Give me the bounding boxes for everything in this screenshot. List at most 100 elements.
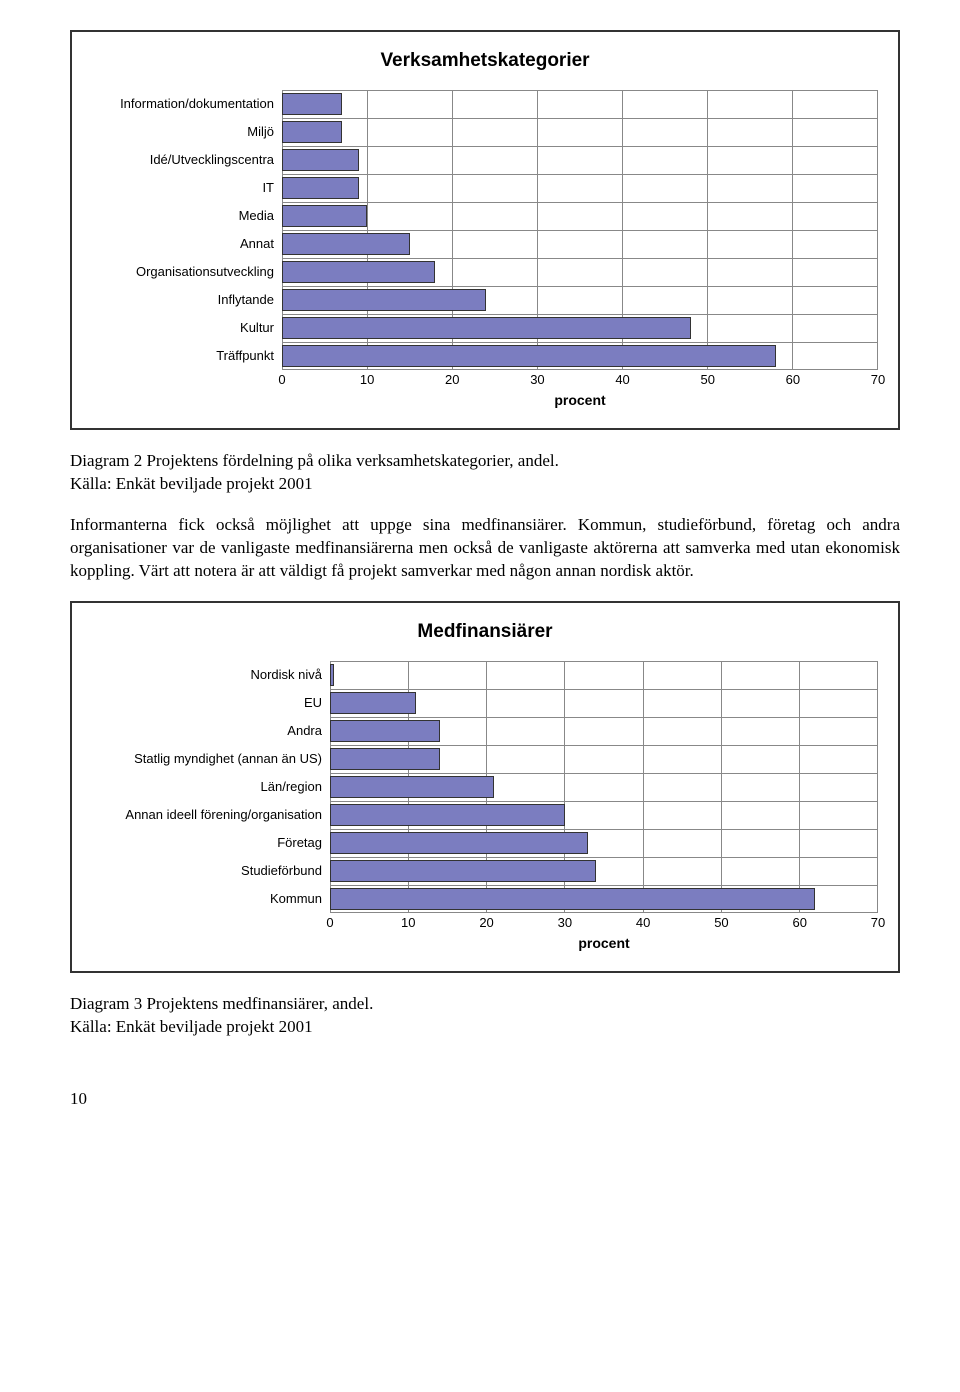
chart1-bar — [282, 261, 435, 283]
chart1-plot: Information/dokumentationMiljöIdé/Utveck… — [92, 90, 878, 408]
chart1-bar — [282, 289, 486, 311]
chart2-row: EU — [92, 689, 878, 717]
chart1-bar — [282, 121, 342, 143]
chart1-xtick: 0 — [278, 372, 285, 387]
chart2-bar-track — [330, 829, 878, 857]
chart1-xaxis: 010203040506070 — [92, 370, 878, 388]
chart2-row: Nordisk nivå — [92, 661, 878, 689]
chart2-bar — [330, 720, 440, 742]
chart1-row: Annat — [92, 230, 878, 258]
chart2-xtick: 70 — [871, 915, 885, 930]
chart1-bar — [282, 177, 359, 199]
chart1-bar — [282, 317, 691, 339]
chart2-category-label: Företag — [92, 829, 330, 857]
chart1-row: IT — [92, 174, 878, 202]
chart2-xtick: 0 — [326, 915, 333, 930]
chart2-xtick: 30 — [558, 915, 572, 930]
chart1-xtick: 10 — [360, 372, 374, 387]
chart1-bar-track — [282, 286, 878, 314]
chart2-bar-track — [330, 857, 878, 885]
caption1-line1: Diagram 2 Projektens fördelning på olika… — [70, 451, 559, 470]
chart1-bar-track — [282, 230, 878, 258]
chart2-category-label: Kommun — [92, 885, 330, 913]
chart1-bar-track — [282, 146, 878, 174]
chart1-row: Träffpunkt — [92, 342, 878, 370]
chart-medfinansiarer: Medfinansiärer Nordisk nivåEUAndraStatli… — [70, 601, 900, 973]
caption1-line2: Källa: Enkät beviljade projekt 2001 — [70, 474, 313, 493]
chart2-bar — [330, 860, 596, 882]
chart1-category-label: Kultur — [92, 314, 282, 342]
chart2-bar-track — [330, 885, 878, 913]
body-paragraph: Informanterna fick också möjlighet att u… — [70, 514, 900, 583]
chart2-row: Studieförbund — [92, 857, 878, 885]
chart1-category-label: Inflytande — [92, 286, 282, 314]
chart1-category-label: IT — [92, 174, 282, 202]
chart1-row: Kultur — [92, 314, 878, 342]
page-number: 10 — [70, 1089, 900, 1109]
chart2-category-label: Nordisk nivå — [92, 661, 330, 689]
chart2-category-label: Annan ideell förening/organisation — [92, 801, 330, 829]
chart1-xtick: 30 — [530, 372, 544, 387]
chart2-row: Annan ideell förening/organisation — [92, 801, 878, 829]
chart2-row: Andra — [92, 717, 878, 745]
chart2-title: Medfinansiärer — [92, 621, 878, 643]
chart2-row: Statlig myndighet (annan än US) — [92, 745, 878, 773]
chart1-row: Information/dokumentation — [92, 90, 878, 118]
chart1-bar-track — [282, 174, 878, 202]
chart2-category-label: Statlig myndighet (annan än US) — [92, 745, 330, 773]
caption2-line1: Diagram 3 Projektens medfinansiärer, and… — [70, 994, 373, 1013]
chart2-plot: Nordisk nivåEUAndraStatlig myndighet (an… — [92, 661, 878, 951]
chart2-bar — [330, 664, 334, 686]
chart1-bar — [282, 93, 342, 115]
chart1-bar-track — [282, 342, 878, 370]
chart1-xtick: 40 — [615, 372, 629, 387]
caption2: Diagram 3 Projektens medfinansiärer, and… — [70, 993, 900, 1039]
chart2-bar-track — [330, 689, 878, 717]
chart2-bar-track — [330, 801, 878, 829]
chart1-category-label: Media — [92, 202, 282, 230]
chart1-bar — [282, 149, 359, 171]
chart1-bar — [282, 205, 367, 227]
chart1-row: Idé/Utvecklingscentra — [92, 146, 878, 174]
chart1-xtick: 50 — [700, 372, 714, 387]
chart2-xtick: 10 — [401, 915, 415, 930]
chart-verksamhetskategorier: Verksamhetskategorier Information/dokume… — [70, 30, 900, 430]
chart1-row: Organisationsutveckling — [92, 258, 878, 286]
chart2-row: Län/region — [92, 773, 878, 801]
chart2-row: Kommun — [92, 885, 878, 913]
chart1-category-label: Idé/Utvecklingscentra — [92, 146, 282, 174]
chart1-xtick: 70 — [871, 372, 885, 387]
chart2-xtick: 60 — [792, 915, 806, 930]
chart2-category-label: Län/region — [92, 773, 330, 801]
chart2-bar — [330, 692, 416, 714]
caption1: Diagram 2 Projektens fördelning på olika… — [70, 450, 900, 496]
chart1-bar-track — [282, 202, 878, 230]
chart2-category-label: Studieförbund — [92, 857, 330, 885]
chart2-category-label: EU — [92, 689, 330, 717]
chart1-title: Verksamhetskategorier — [92, 50, 878, 72]
chart1-bar-track — [282, 314, 878, 342]
chart1-row: Inflytande — [92, 286, 878, 314]
chart2-xaxis: 010203040506070 — [92, 913, 878, 931]
chart1-category-label: Miljö — [92, 118, 282, 146]
chart1-bar-track — [282, 90, 878, 118]
chart1-xtick: 60 — [786, 372, 800, 387]
chart2-bar — [330, 832, 588, 854]
chart2-xtick: 20 — [479, 915, 493, 930]
chart2-bar-track — [330, 773, 878, 801]
chart2-bar-track — [330, 745, 878, 773]
chart2-row: Företag — [92, 829, 878, 857]
chart2-bar-track — [330, 661, 878, 689]
chart1-bar-track — [282, 118, 878, 146]
caption2-line2: Källa: Enkät beviljade projekt 2001 — [70, 1017, 313, 1036]
chart1-bar-track — [282, 258, 878, 286]
chart1-category-label: Information/dokumentation — [92, 90, 282, 118]
chart2-bar — [330, 888, 815, 910]
chart1-row: Miljö — [92, 118, 878, 146]
chart1-row: Media — [92, 202, 878, 230]
chart1-category-label: Träffpunkt — [92, 342, 282, 370]
chart1-category-label: Annat — [92, 230, 282, 258]
chart2-xtick: 50 — [714, 915, 728, 930]
chart1-xtick: 20 — [445, 372, 459, 387]
chart2-bar — [330, 776, 494, 798]
